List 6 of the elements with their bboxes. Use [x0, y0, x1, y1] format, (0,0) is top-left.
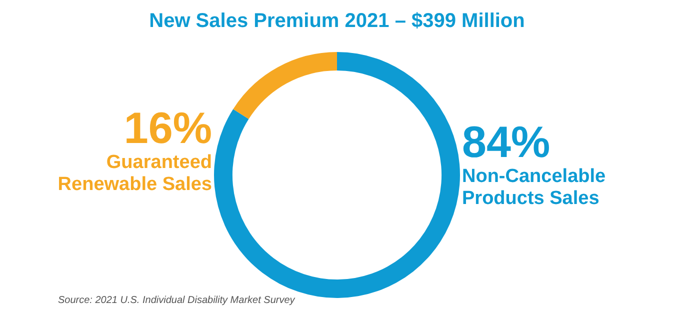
slice-label: Guaranteed Renewable Sales: [56, 152, 212, 196]
chart-title: New Sales Premium 2021 – $399 Million: [148, 10, 526, 33]
slice-label: Non-Cancelable Products Sales: [462, 166, 607, 210]
source-note: Source: 2021 U.S. Individual Disability Market Survey: [58, 295, 295, 306]
data-label: 16%: [122, 104, 212, 153]
data-label: 84%: [462, 118, 552, 167]
